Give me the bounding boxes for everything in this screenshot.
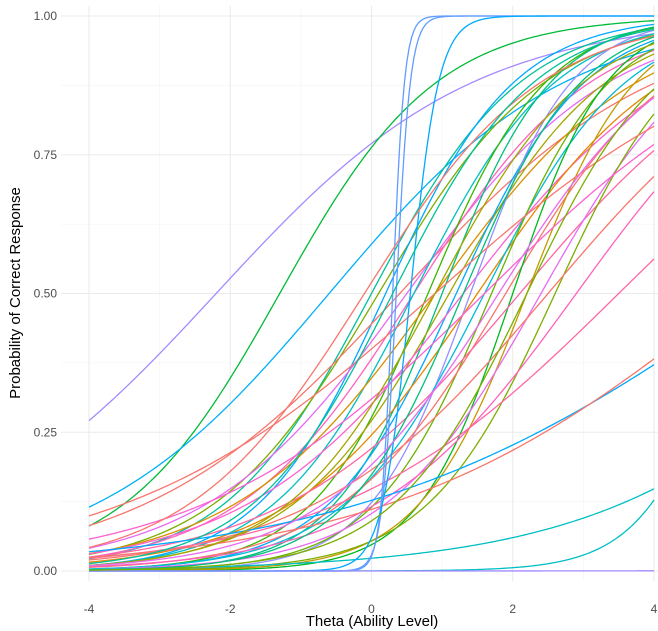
x-tick-label: 4 [651,602,658,616]
icc-curve-32 [88,364,655,553]
y-tick-label: 0.75 [34,148,58,162]
y-tick-label: 0.50 [34,287,58,301]
y-axis-title: Probability of Correct Response [7,187,24,399]
icc-curve-4 [88,27,655,560]
icc-curve-3 [88,48,655,508]
x-tick-label: -2 [225,602,236,616]
icc-curve-27 [88,191,655,568]
x-tick-label: -4 [84,602,95,616]
y-tick-label: 0.25 [34,425,58,439]
x-axis-ticks: -4 -2 0 2 4 [84,602,658,616]
x-tick-label: 0 [368,602,375,616]
icc-curve-28 [88,125,655,517]
icc-curve-1 [88,33,655,422]
icc-curve-2 [88,20,655,527]
y-tick-label: 0.00 [34,564,58,578]
icc-curve-11 [88,27,655,570]
icc-curve-8 [88,59,655,549]
icc-curve-31 [88,258,655,559]
icc-curve-43 [88,43,655,567]
icc-curve-25 [88,121,655,570]
icc-curve-33 [88,358,655,558]
icc-curve-19 [88,61,655,570]
x-axis-title: Theta (Ability Level) [306,613,439,630]
icc-curve-7 [88,82,655,527]
icc-curve-42 [88,28,655,565]
x-tick-label: 2 [509,602,516,616]
icc-curve-29 [88,143,655,540]
icc-curve-26 [88,113,655,572]
icc-curve-41 [88,35,655,549]
item-characteristic-curves [88,15,655,572]
icc-curve-10 [88,33,655,567]
icc-curve-45 [88,96,655,567]
y-axis-ticks: 0.00 0.25 0.50 0.75 1.00 [34,9,58,578]
icc-curve-44 [88,36,655,571]
y-tick-label: 1.00 [34,9,58,23]
icc-curve-46 [88,88,655,571]
icc-curve-12 [88,72,655,555]
